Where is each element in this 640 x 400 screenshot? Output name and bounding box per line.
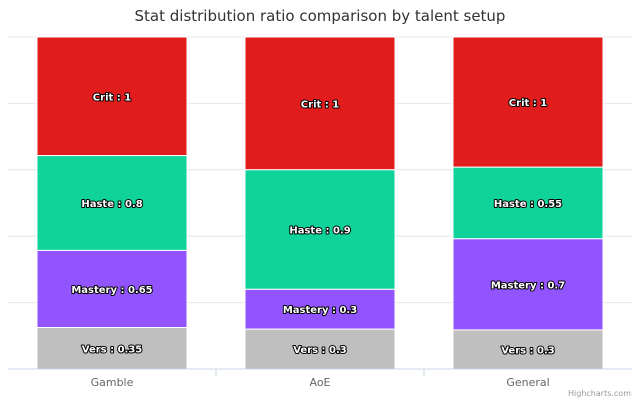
bar-mastery-general[interactable] — [452, 238, 604, 331]
bar-mastery-gamble[interactable] — [36, 249, 188, 328]
chart-title: Stat distribution ratio comparison by ta… — [135, 7, 506, 25]
data-label-mastery-aoe: Mastery : 0.3 — [283, 305, 357, 316]
data-label-mastery-general: Mastery : 0.7 — [491, 280, 565, 291]
data-label-crit-general: Crit : 1 — [509, 98, 547, 109]
bars — [36, 36, 604, 370]
x-axis-ticks: Gamble AoE General — [91, 369, 550, 389]
data-label-mastery-gamble: Mastery : 0.65 — [71, 285, 152, 296]
bar-haste-general[interactable] — [452, 166, 604, 240]
bar-crit-gamble[interactable] — [36, 36, 188, 157]
data-label-vers-general: Vers : 0.3 — [501, 345, 555, 356]
data-label-vers-gamble: Vers : 0.35 — [82, 344, 143, 355]
bar-crit-aoe[interactable] — [244, 36, 396, 171]
bar-mastery-aoe[interactable] — [244, 288, 396, 330]
x-tick-label: AoE — [309, 376, 330, 389]
data-label-vers-aoe: Vers : 0.3 — [293, 345, 347, 356]
bar-vers-aoe[interactable] — [244, 328, 396, 370]
data-label-crit-gamble: Crit : 1 — [93, 92, 131, 103]
x-tick-label: Gamble — [91, 376, 134, 389]
data-label-haste-aoe: Haste : 0.9 — [289, 226, 350, 237]
bar-haste-aoe[interactable] — [244, 169, 396, 290]
bar-vers-gamble[interactable] — [36, 327, 188, 370]
x-tick-label: General — [506, 376, 549, 389]
credits[interactable]: Highcharts.com — [568, 389, 631, 398]
data-label-haste-general: Haste : 0.55 — [494, 199, 562, 210]
data-label-haste-gamble: Haste : 0.8 — [81, 199, 142, 210]
data-labels: Crit : 1 Haste : 0.8 Mastery : 0.65 Vers : … — [70, 91, 566, 357]
bar-crit-general[interactable] — [452, 36, 604, 168]
data-label-crit-aoe: Crit : 1 — [301, 99, 339, 110]
bar-vers-general[interactable] — [452, 329, 604, 370]
